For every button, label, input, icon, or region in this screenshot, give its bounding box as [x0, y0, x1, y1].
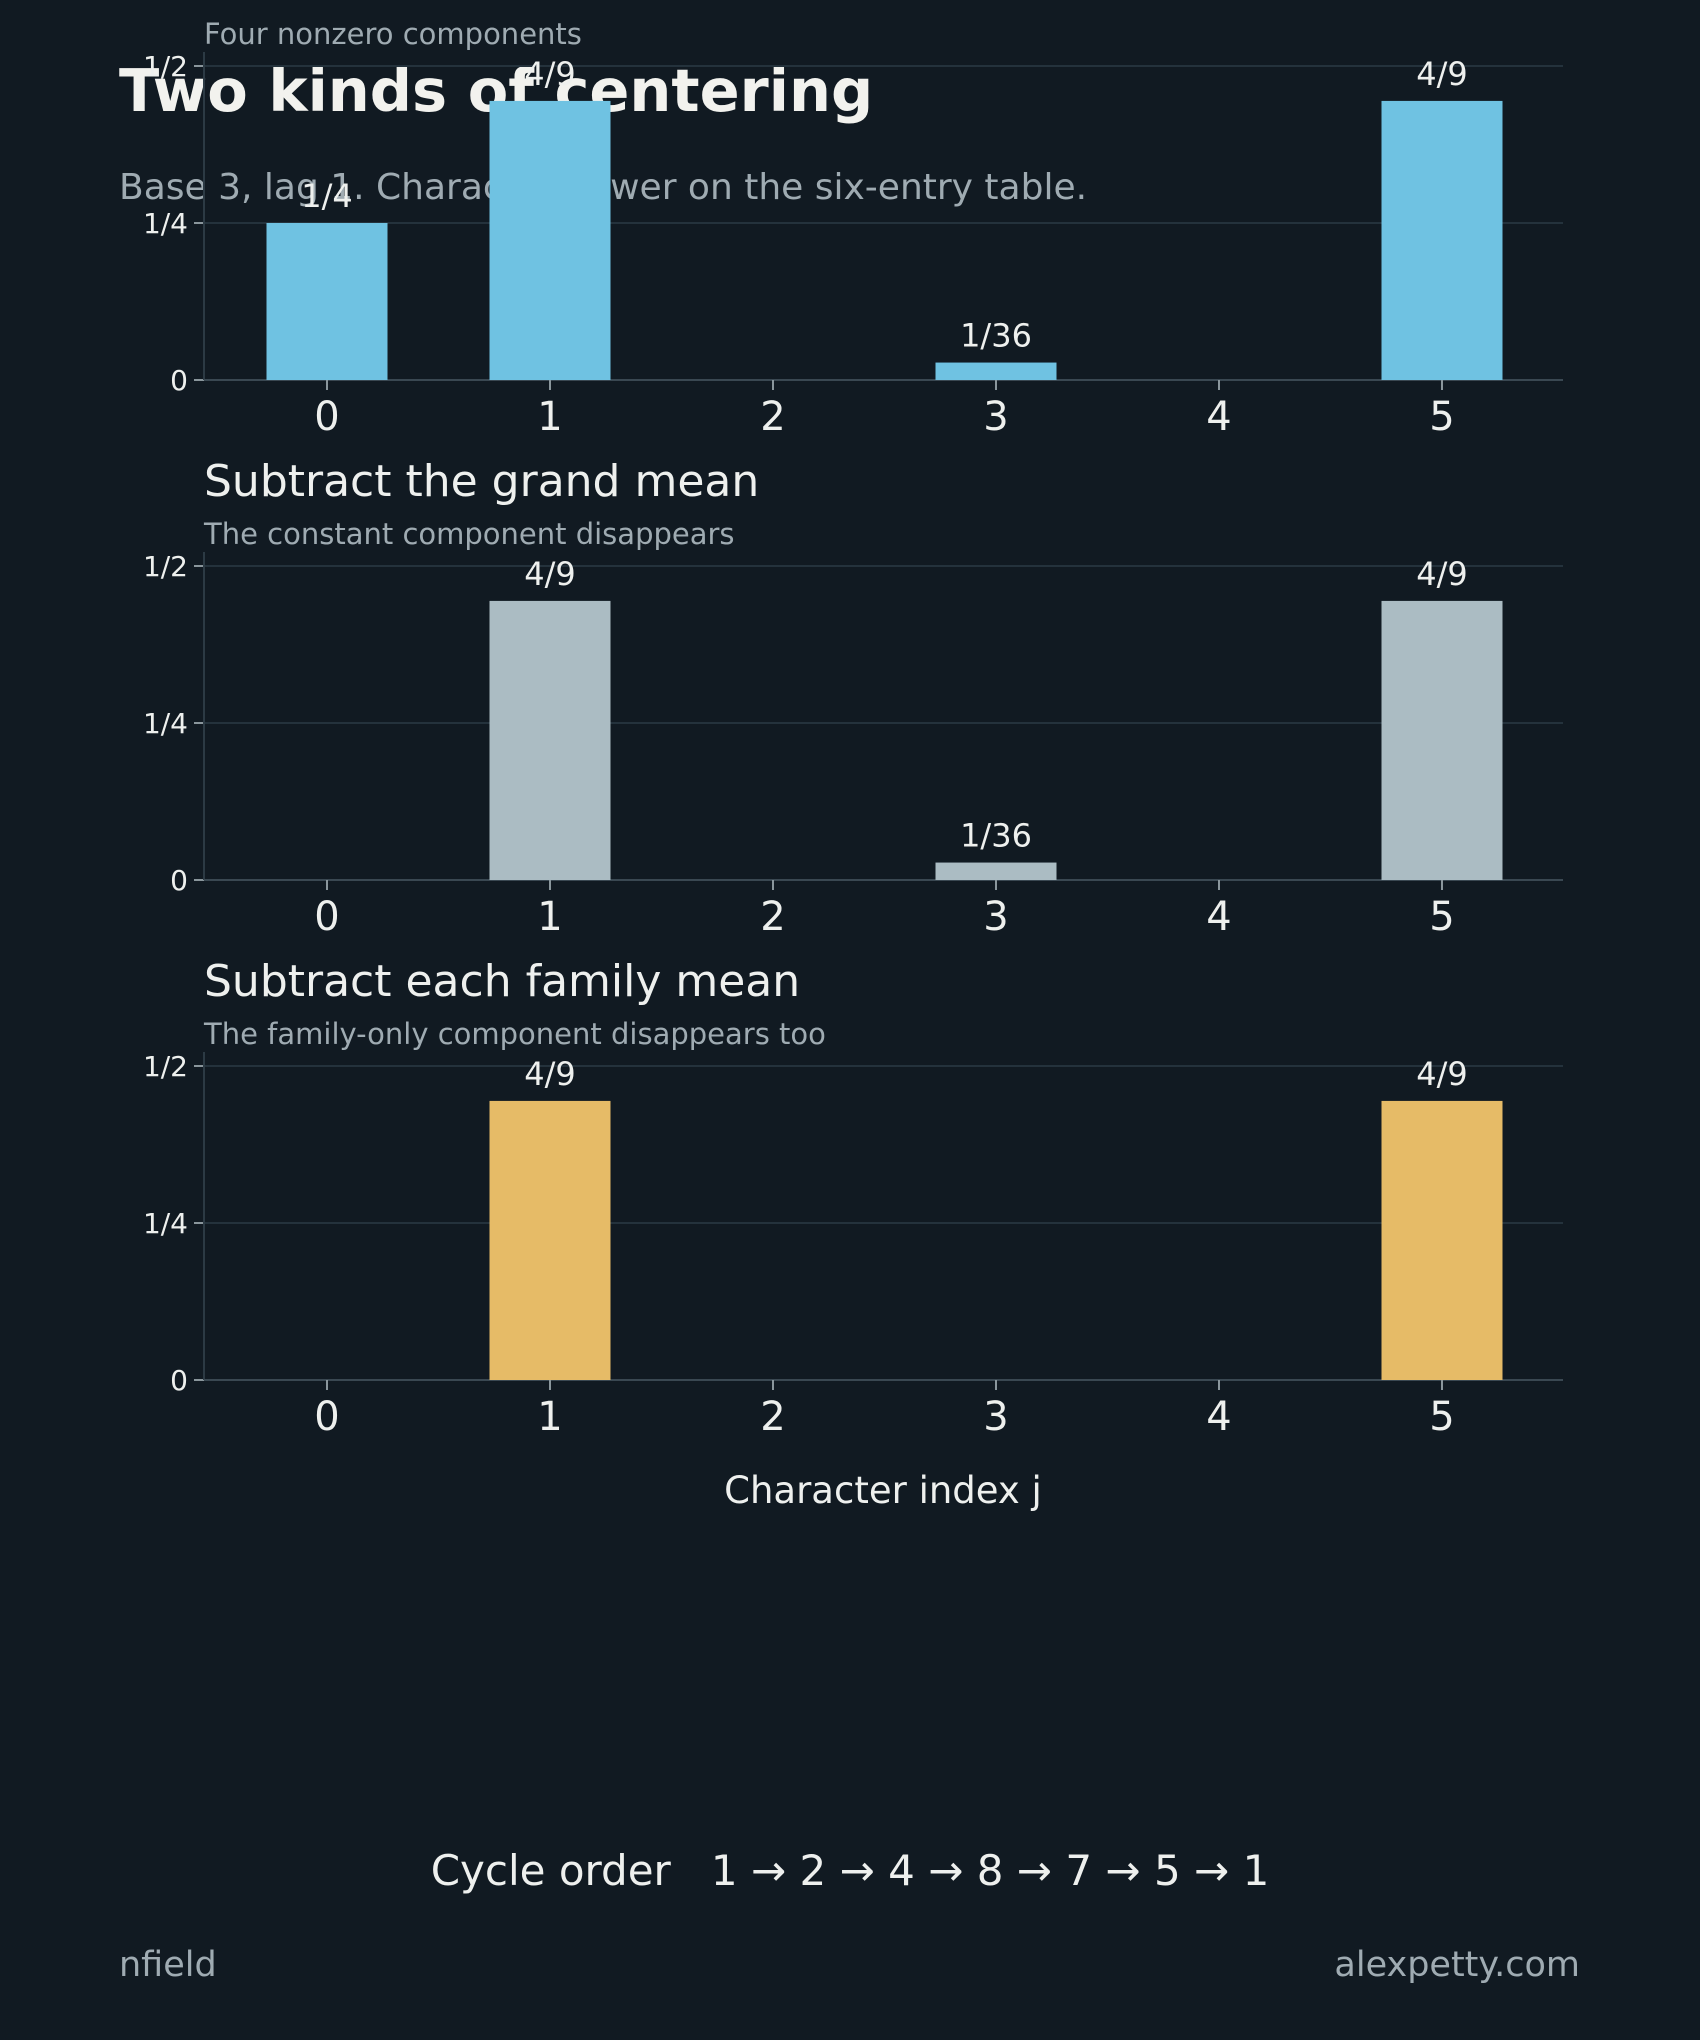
- panel-subtitle: Four nonzero components: [204, 17, 582, 51]
- bar: [489, 1100, 611, 1380]
- bar: [1381, 100, 1503, 380]
- y-tick-label: 1/2: [143, 550, 188, 583]
- x-tick-label: 3: [983, 894, 1008, 940]
- x-tick-label: 2: [760, 1394, 785, 1440]
- x-tick-label: 1: [537, 1394, 562, 1440]
- x-tick-label: 1: [537, 894, 562, 940]
- cycle-order-label: Cycle order: [430, 1846, 671, 1895]
- x-axis-label: Character index j: [724, 1469, 1042, 1512]
- bar: [489, 100, 611, 380]
- y-tick-label: 1/4: [143, 1207, 188, 1240]
- x-tick-label: 0: [314, 894, 339, 940]
- cycle-order: Cycle order 1 → 2 → 4 → 8 → 7 → 5 → 1: [0, 1846, 1700, 1895]
- panel-title: Subtract each family mean: [204, 956, 800, 1007]
- y-tick-label: 1/4: [143, 207, 188, 240]
- x-tick-label: 5: [1429, 894, 1454, 940]
- y-tick-label: 1/2: [143, 1050, 188, 1083]
- x-tick-label: 2: [760, 894, 785, 940]
- x-tick-label: 3: [983, 394, 1008, 440]
- data-label: 4/9: [524, 555, 576, 593]
- bar: [1381, 1100, 1503, 1380]
- data-label: 4/9: [1416, 555, 1468, 593]
- x-tick-label: 5: [1429, 394, 1454, 440]
- x-tick-label: 1: [537, 394, 562, 440]
- x-tick-label: 2: [760, 394, 785, 440]
- data-label: 4/9: [524, 55, 576, 93]
- y-tick-label: 0: [170, 1364, 188, 1397]
- data-label: 1/36: [960, 817, 1032, 855]
- data-label: 4/9: [1416, 55, 1468, 93]
- panel-title: Subtract the grand mean: [204, 456, 759, 507]
- x-tick-label: 4: [1206, 894, 1231, 940]
- y-tick-label: 1/2: [143, 50, 188, 83]
- data-label: 4/9: [524, 1055, 576, 1093]
- y-tick-label: 0: [170, 364, 188, 397]
- x-tick-label: 3: [983, 1394, 1008, 1440]
- bar: [1381, 600, 1503, 880]
- x-tick-label: 4: [1206, 394, 1231, 440]
- footer-right: alexpetty.com: [1334, 1945, 1580, 1985]
- x-tick-label: 4: [1206, 1394, 1231, 1440]
- data-label: 4/9: [1416, 1055, 1468, 1093]
- y-tick-label: 0: [170, 864, 188, 897]
- panel-title: Raw table: [204, 0, 422, 7]
- data-label: 1/36: [960, 317, 1032, 355]
- panel-subtitle: The family-only component disappears too: [203, 1017, 826, 1051]
- footer-left: nfield: [119, 1945, 217, 1985]
- cycle-order-sequence: 1 → 2 → 4 → 8 → 7 → 5 → 1: [710, 1846, 1270, 1895]
- x-tick-label: 0: [314, 394, 339, 440]
- x-tick-label: 0: [314, 1394, 339, 1440]
- bar: [266, 223, 388, 380]
- bar: [935, 862, 1057, 880]
- x-tick-label: 5: [1429, 1394, 1454, 1440]
- bar: [935, 362, 1057, 380]
- y-tick-label: 1/4: [143, 707, 188, 740]
- data-label: 1/4: [301, 177, 353, 215]
- panel-subtitle: The constant component disappears: [203, 517, 735, 551]
- bar: [489, 600, 611, 880]
